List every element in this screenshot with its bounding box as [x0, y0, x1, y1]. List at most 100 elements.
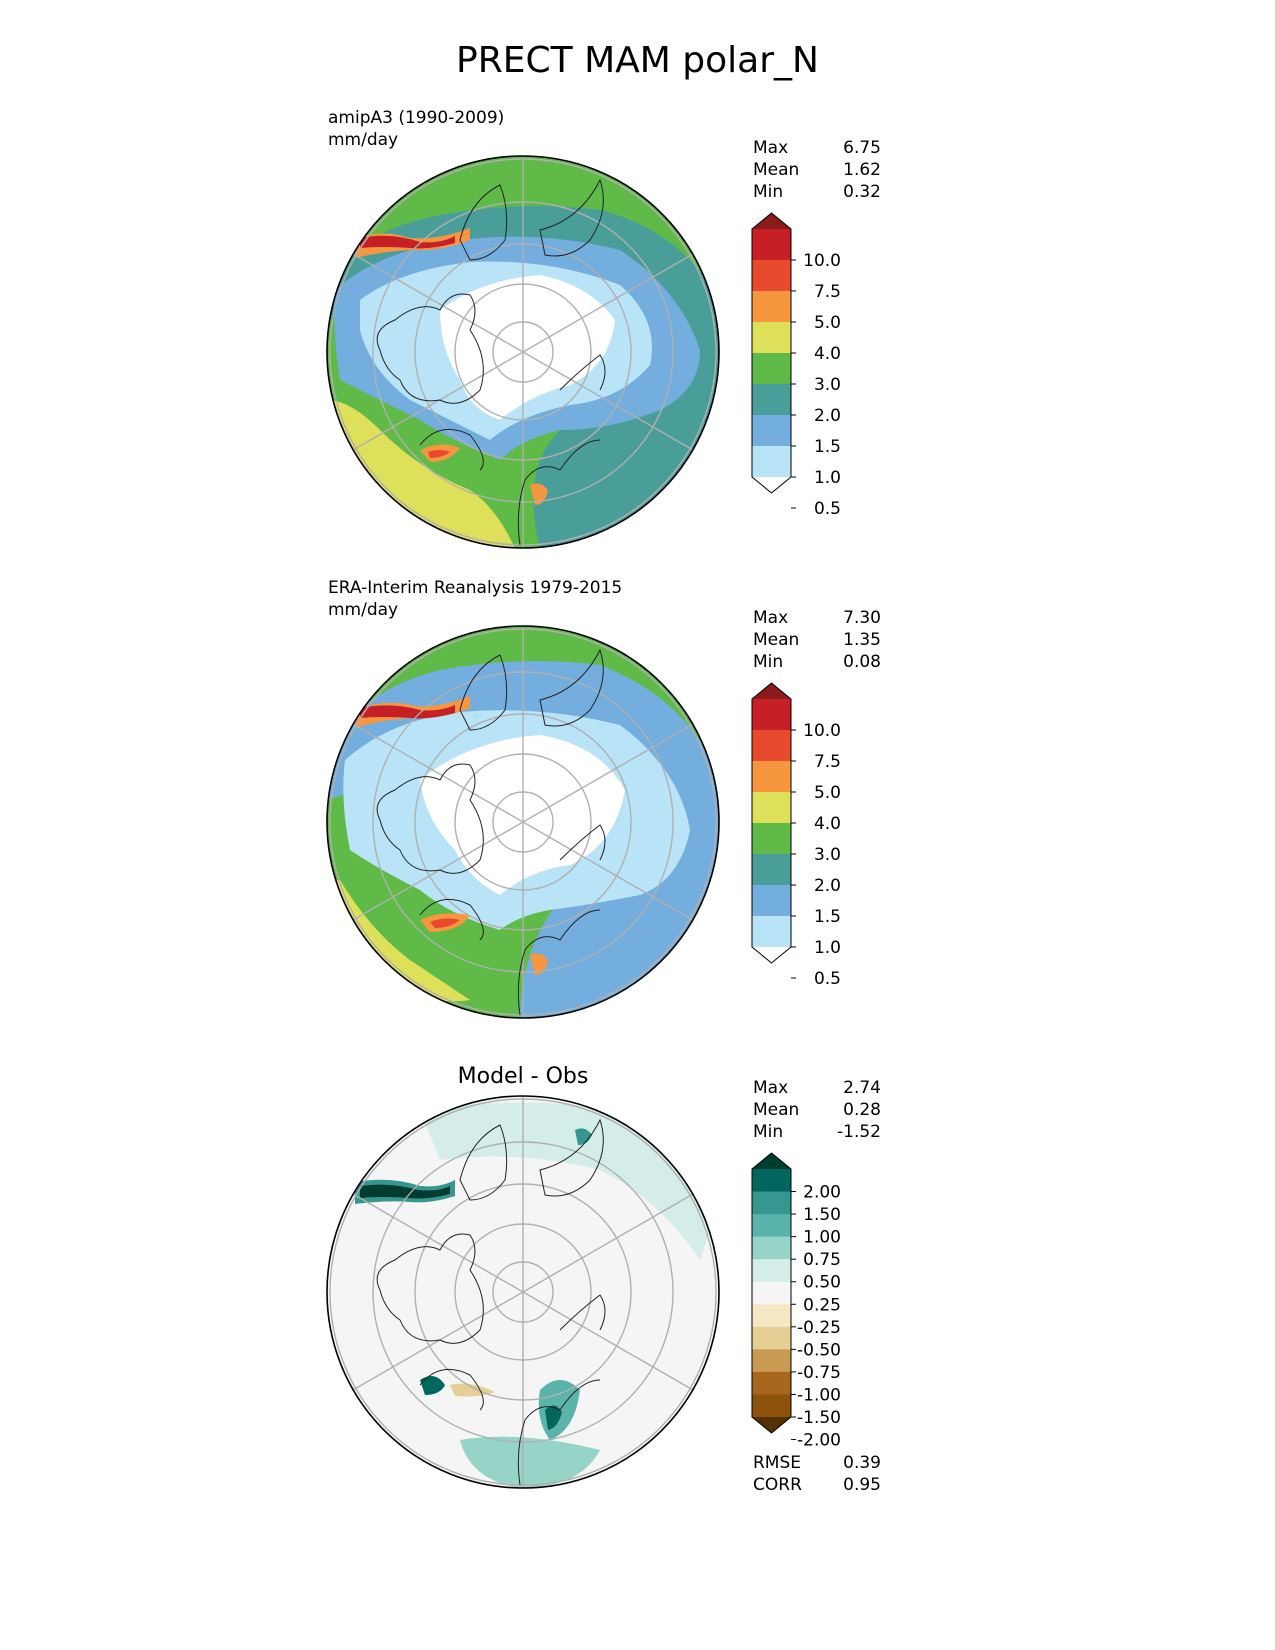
colorbar-segment: [752, 1259, 791, 1283]
colorbar-segment: [752, 384, 791, 416]
graticule: [329, 1096, 717, 1488]
colorbar-tick-label: 2.0: [814, 406, 841, 426]
stat-row: Mean 0.28: [753, 1099, 881, 1121]
stat-row: Mean 1.35: [753, 629, 881, 651]
stat-key: Max: [753, 1078, 789, 1098]
stat-row: Max 2.74: [753, 1077, 881, 1099]
colorbar-tick-label: -0.50: [797, 1340, 841, 1360]
colorbar-segment: [752, 446, 791, 478]
colorbar-tick-label: 10.0: [803, 721, 841, 741]
colorbar-segment: [752, 792, 791, 824]
colorbar-tick-label: 7.5: [814, 752, 841, 772]
colorbar-segment: [752, 916, 791, 948]
stat-key: Mean: [753, 1100, 800, 1120]
colorbar-extend-max: [752, 1153, 791, 1169]
colorbars: 10.0 7.5 5.0 4.0 3.0 2.0 1.5 1.0 0.5 10.0 7.5 5.0 4.…: [751, 212, 841, 1451]
map-reference-border: [326, 625, 720, 1019]
panel-reference-label: ERA-Interim Reanalysis 1979-2015 mm/day: [328, 577, 622, 621]
coastlines: [376, 648, 606, 1016]
stat-row: Max 6.75: [753, 137, 881, 159]
stat-row: Min -1.52: [753, 1121, 881, 1143]
stat-row: Min 0.32: [753, 181, 881, 203]
colorbar-diff: 2.001.501.000.750.500.25-0.25-0.50-0.75-…: [751, 1152, 841, 1451]
colorbar-segment: [752, 1281, 791, 1305]
map-reference: [327, 626, 719, 1018]
colorbar-tick-label: 0.5: [814, 499, 841, 519]
colorbar-segment: [752, 1236, 791, 1260]
colorbar-tick-label: -2.00: [797, 1431, 841, 1451]
colorbar-segment: [752, 1394, 791, 1418]
panel-test-stats: Max 6.75 Mean 1.62 Min 0.32: [753, 137, 881, 203]
colorbar-test: 10.0 7.5 5.0 4.0 3.0 2.0 1.5 1.0 0.5: [751, 212, 841, 519]
graticule: [329, 156, 717, 548]
map-diff: [327, 1096, 719, 1488]
colorbar-segment: [752, 229, 791, 261]
panel-test-name: amipA3 (1990-2009): [328, 108, 505, 128]
colorbar-segment: [752, 260, 791, 292]
colorbar-tick-label: 1.0: [814, 938, 841, 958]
map-test: [327, 156, 719, 548]
colorbar-segment: [752, 1169, 791, 1193]
stat-value: 1.62: [843, 160, 881, 180]
panel-diff-stats: Max 2.74 Mean 0.28 Min -1.52: [753, 1077, 881, 1143]
colorbar-segment: [752, 322, 791, 354]
colorbar-segment: [752, 885, 791, 917]
stat-key: CORR: [753, 1475, 802, 1495]
colorbar-tick-label: 4.0: [814, 814, 841, 834]
colorbar-tick-label: 0.25: [803, 1295, 841, 1315]
colorbar-tick-label: 1.00: [803, 1228, 841, 1248]
panel-reference-stats: Max 7.30 Mean 1.35 Min 0.08: [753, 607, 881, 673]
colorbar-tick-label: 4.0: [814, 344, 841, 364]
colorbar-tick-label: 5.0: [814, 783, 841, 803]
colorbar-extend-min: [752, 947, 791, 963]
stat-key: Min: [753, 182, 784, 202]
stat-row: Max 7.30: [753, 607, 881, 629]
colorbar-tick-label: 0.5: [814, 969, 841, 989]
colorbar-extend-max: [752, 213, 791, 229]
panel-reference-name: ERA-Interim Reanalysis 1979-2015: [328, 578, 623, 598]
coastlines: [376, 1118, 606, 1486]
colorbar-tick-label: 0.50: [803, 1273, 841, 1293]
colorbar-tick-label: -0.75: [797, 1363, 841, 1383]
stat-row: Min 0.08: [753, 651, 881, 673]
stat-key: Min: [753, 652, 784, 672]
stat-value: 2.74: [843, 1078, 881, 1098]
coastlines: [376, 178, 606, 546]
colorbar-segment: [752, 1214, 791, 1238]
stat-value: 0.08: [843, 652, 881, 672]
colorbar-tick-label: 1.5: [814, 437, 841, 457]
colorbar-segment: [752, 1304, 791, 1328]
stat-row: Mean 1.62: [753, 159, 881, 181]
colorbar-tick-label: 0.75: [803, 1250, 841, 1270]
panel-diff-skill-stats: RMSE 0.39 CORR 0.95: [753, 1452, 881, 1496]
colorbar-segment: [752, 291, 791, 323]
stat-value: 0.39: [843, 1453, 881, 1473]
panel-test-units: mm/day: [328, 130, 399, 150]
stat-value: 7.30: [843, 608, 881, 628]
colorbar-tick-label: 10.0: [803, 251, 841, 271]
stat-value: -1.52: [837, 1122, 881, 1142]
panel-test-label: amipA3 (1990-2009) mm/day: [328, 107, 504, 151]
stat-key: Min: [753, 1122, 784, 1142]
colorbar-segment: [752, 854, 791, 886]
colorbar-tick-label: 2.00: [803, 1183, 841, 1203]
stat-key: Mean: [753, 160, 800, 180]
colorbar-tick-label: 1.5: [814, 907, 841, 927]
colorbar-tick-label: 5.0: [814, 313, 841, 333]
graticule: [329, 626, 717, 1018]
colorbar-segment: [752, 823, 791, 855]
stat-value: 6.75: [843, 138, 881, 158]
colorbar-segment: [752, 699, 791, 731]
stat-key: RMSE: [753, 1453, 802, 1473]
figure-title: PRECT MAM polar_N: [456, 40, 819, 81]
stat-key: Max: [753, 138, 789, 158]
map-diff-border: [326, 1095, 720, 1489]
colorbar-tick-label: 3.0: [814, 845, 841, 865]
colorbar-segment: [752, 730, 791, 762]
colorbar-segment: [752, 761, 791, 793]
stat-row: CORR 0.95: [753, 1474, 881, 1496]
colorbar-tick-label: 1.50: [803, 1205, 841, 1225]
stat-value: 1.35: [843, 630, 881, 650]
